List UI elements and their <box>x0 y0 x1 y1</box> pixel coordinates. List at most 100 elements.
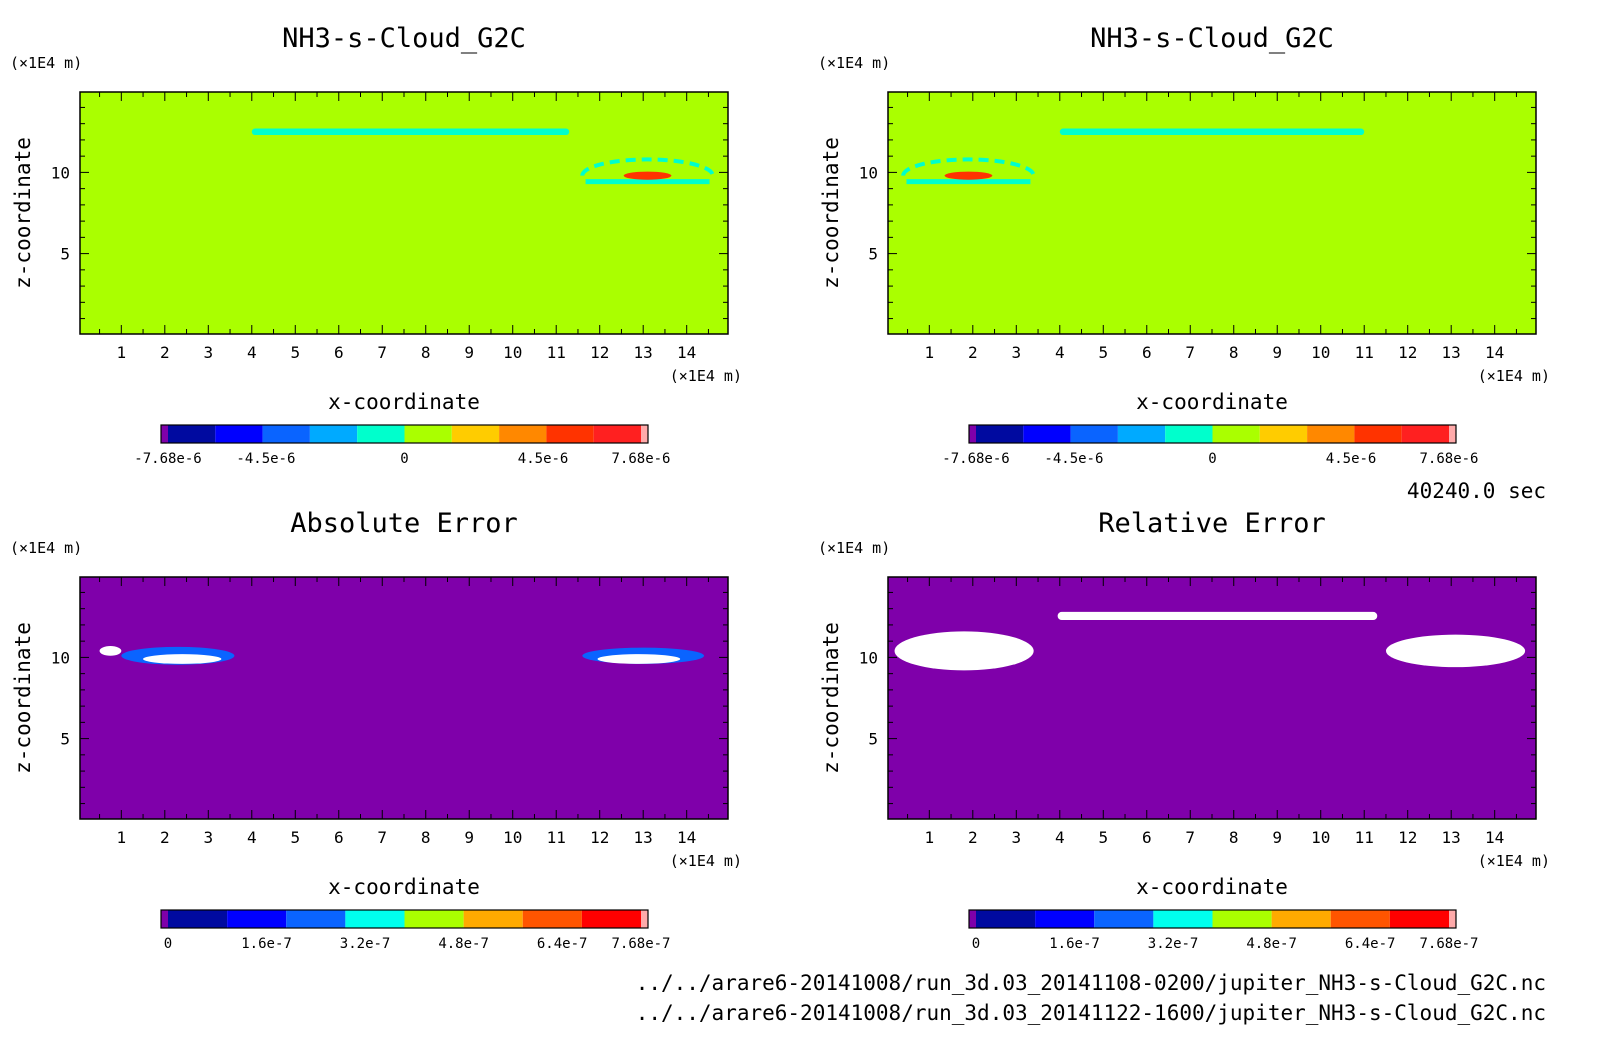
x-tick-label: 5 <box>290 828 300 847</box>
x-tick-label: 4 <box>247 343 257 362</box>
colorbar-swatch <box>969 910 976 928</box>
x-tick-label: 3 <box>203 828 213 847</box>
x-tick-label: 10 <box>1311 343 1330 362</box>
x-tick-label: 6 <box>334 343 344 362</box>
plot-features <box>894 611 1526 671</box>
colorbar-swatch <box>168 910 228 928</box>
x-tick-label: 13 <box>634 343 653 362</box>
colorbar-frame <box>968 424 1457 444</box>
x-tick-label: 9 <box>464 828 474 847</box>
colorbar-tick-label: -7.68e-6 <box>942 451 1009 467</box>
feature-blob <box>597 654 681 664</box>
x-tick-label: 4 <box>1055 828 1065 847</box>
colorbar-swatch <box>1212 425 1260 443</box>
colorbar-tick-label: 7.68e-7 <box>1419 936 1478 952</box>
y-unit-label: (×1E4 m) <box>10 539 82 557</box>
feature-blob <box>894 631 1034 671</box>
feature-blob <box>143 654 222 664</box>
y-unit-label: (×1E4 m) <box>818 54 890 72</box>
colorbar-tick-label: 6.4e-7 <box>1345 936 1396 952</box>
colorbar-swatch <box>161 425 168 443</box>
colorbar-tick-label: 0 <box>972 936 980 952</box>
colorbar-swatch <box>969 425 976 443</box>
x-tick-label: 11 <box>547 343 566 362</box>
x-axis-label: x-coordinate <box>1136 390 1288 414</box>
x-tick-label: 10 <box>1311 828 1330 847</box>
colorbar-swatch <box>309 425 358 443</box>
x-tick-label: 3 <box>1011 343 1021 362</box>
x-tick-label: 10 <box>503 343 522 362</box>
colorbar-swatch <box>404 910 464 928</box>
colorbar-swatch <box>581 910 641 928</box>
file-path-1: ../../arare6-20141008/run_3d.03_20141108… <box>636 971 1546 995</box>
x-tick-label: 10 <box>503 828 522 847</box>
colorbar-swatch <box>215 425 263 443</box>
y-axis-label: z-coordinate <box>11 622 35 774</box>
colorbar-swatch <box>1094 910 1154 928</box>
y-tick-label: 10 <box>859 648 878 667</box>
colorbar-swatch <box>1212 910 1272 928</box>
colorbar-swatch <box>976 425 1024 443</box>
x-unit-label: (×1E4 m) <box>1478 852 1550 870</box>
colorbar-swatch <box>1070 425 1118 443</box>
x-tick-label: 14 <box>1485 343 1504 362</box>
x-tick-label: 2 <box>968 343 978 362</box>
y-tick-label: 5 <box>60 730 70 749</box>
colorbar-tick-label: 4.8e-7 <box>1246 936 1297 952</box>
x-tick-label: 4 <box>1055 343 1065 362</box>
feature-blob <box>1385 634 1526 668</box>
colorbar-swatch <box>593 425 641 443</box>
plot-features <box>901 128 1365 185</box>
x-axis-label: x-coordinate <box>1136 875 1288 899</box>
colorbar-tick-label: 3.2e-7 <box>1148 936 1199 952</box>
colorbar-swatch <box>1449 425 1456 443</box>
x-tick-label: 13 <box>634 828 653 847</box>
y-unit-label: (×1E4 m) <box>818 539 890 557</box>
colorbar-swatch <box>522 910 582 928</box>
colorbar-frame <box>160 424 649 444</box>
colorbar-swatch <box>1449 910 1456 928</box>
x-tick-label: 12 <box>1398 828 1417 847</box>
x-axis-label: x-coordinate <box>328 875 480 899</box>
y-axis-label: z-coordinate <box>819 137 843 289</box>
x-tick-label: 7 <box>377 828 387 847</box>
x-tick-label: 5 <box>1098 343 1108 362</box>
colorbar-swatch <box>546 425 594 443</box>
x-tick-label: 8 <box>1229 343 1239 362</box>
y-unit-label: (×1E4 m) <box>10 54 82 72</box>
colorbar-swatch <box>641 425 648 443</box>
colorbar-tick-label: 4.5e-6 <box>1326 451 1377 467</box>
colorbar-swatch <box>1117 425 1166 443</box>
colorbar-swatch <box>168 425 216 443</box>
colorbar-frame <box>160 909 649 929</box>
panel-title: NH3-s-Cloud_G2C <box>282 23 526 54</box>
colorbar-swatch <box>641 910 648 928</box>
colorbar-swatch <box>1401 425 1449 443</box>
x-tick-label: 1 <box>924 828 934 847</box>
colorbar-tick-label: 3.2e-7 <box>340 936 391 952</box>
x-tick-label: 7 <box>1185 828 1195 847</box>
colorbar-tick-label: 7.68e-6 <box>1419 451 1478 467</box>
colorbar-swatch <box>1330 910 1390 928</box>
colorbar-tick-label: -4.5e-6 <box>1044 451 1103 467</box>
colorbar-tick-label: 6.4e-7 <box>537 936 588 952</box>
colorbar-swatch <box>499 425 547 443</box>
colorbar-tick-label: -7.68e-6 <box>134 451 201 467</box>
x-tick-label: 8 <box>421 828 431 847</box>
colorbar-swatch <box>262 425 310 443</box>
plot-features <box>99 646 705 665</box>
colorbar-frame <box>968 909 1457 929</box>
colorbar-swatch <box>976 910 1036 928</box>
panel-title: NH3-s-Cloud_G2C <box>1090 23 1334 54</box>
x-tick-label: 7 <box>1185 343 1195 362</box>
colorbar-swatch <box>1259 425 1308 443</box>
colorbar-swatch <box>1153 910 1213 928</box>
x-tick-label: 11 <box>1355 828 1374 847</box>
colorbar-tick-label: 4.5e-6 <box>518 451 569 467</box>
colorbar-swatch <box>1389 910 1449 928</box>
colorbar-swatch <box>463 910 523 928</box>
x-tick-label: 14 <box>677 343 696 362</box>
x-unit-label: (×1E4 m) <box>670 852 742 870</box>
x-tick-label: 14 <box>677 828 696 847</box>
x-tick-label: 6 <box>334 828 344 847</box>
